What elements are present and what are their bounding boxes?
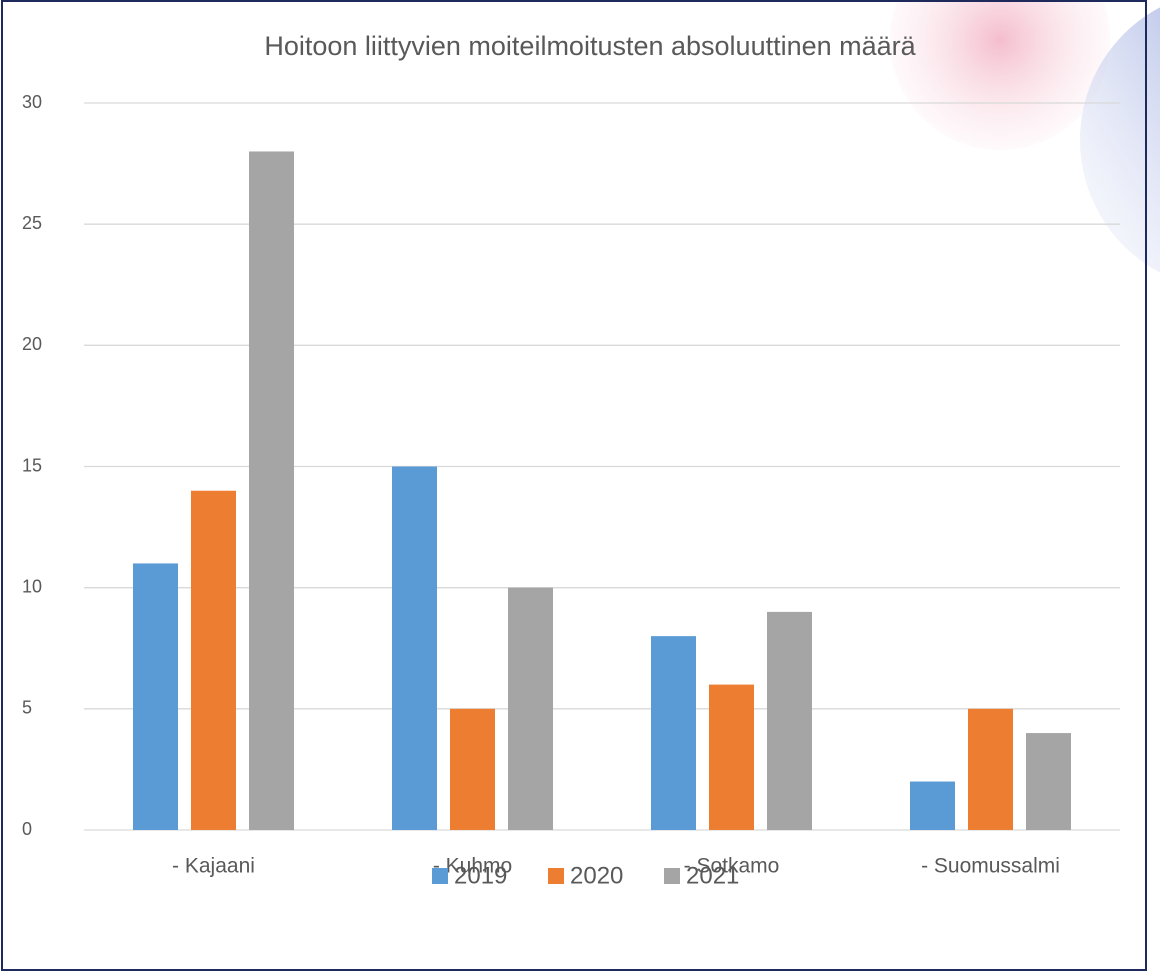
legend-swatch	[432, 868, 448, 884]
bar	[910, 781, 955, 830]
legend-swatch	[548, 868, 564, 884]
y-tick-label: 30	[22, 92, 42, 112]
y-tick-label: 5	[22, 698, 32, 718]
x-tick-label: - Kuhmo	[433, 855, 512, 878]
legend-label: 2019	[454, 862, 507, 889]
bar	[450, 708, 495, 830]
bar	[709, 684, 754, 830]
decor-circle	[890, 0, 1110, 150]
bar	[1026, 733, 1071, 830]
legend-label: 2021	[686, 862, 739, 889]
legend-swatch	[664, 868, 680, 884]
bar	[508, 587, 553, 830]
bar	[651, 636, 696, 830]
decor-circle	[1080, 7, 1160, 273]
bar	[968, 708, 1013, 830]
bar	[392, 466, 437, 830]
bar	[767, 611, 812, 830]
y-tick-label: 0	[22, 819, 32, 839]
y-tick-label: 25	[22, 213, 42, 233]
bar	[191, 490, 236, 830]
y-tick-label: 20	[22, 334, 42, 354]
x-tick-label: - Sotkamo	[684, 855, 780, 878]
chart-title: Hoitoon liittyvien moiteilmoitusten abso…	[264, 31, 916, 61]
legend-label: 2020	[570, 862, 623, 889]
y-tick-label: 10	[22, 576, 42, 596]
bar	[133, 563, 178, 830]
x-tick-label: - Kajaani	[172, 855, 255, 878]
bar	[249, 151, 294, 830]
y-tick-label: 15	[22, 455, 42, 475]
x-tick-label: - Suomussalmi	[921, 855, 1060, 878]
